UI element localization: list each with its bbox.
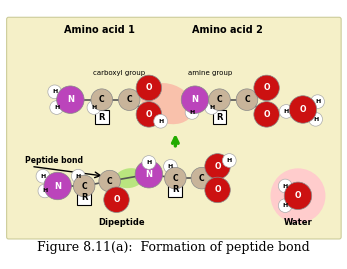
Text: C: C bbox=[126, 95, 132, 104]
Circle shape bbox=[236, 89, 258, 111]
Text: H: H bbox=[146, 160, 152, 165]
Circle shape bbox=[73, 175, 95, 197]
Circle shape bbox=[50, 101, 64, 114]
Text: H: H bbox=[313, 117, 318, 122]
Text: C: C bbox=[81, 182, 87, 190]
Text: O: O bbox=[214, 185, 221, 194]
Text: O: O bbox=[263, 83, 270, 93]
Text: amine group: amine group bbox=[188, 70, 232, 76]
Text: H: H bbox=[42, 188, 48, 193]
Text: N: N bbox=[54, 182, 61, 190]
Text: H: H bbox=[91, 105, 96, 110]
Text: H: H bbox=[227, 158, 232, 163]
Circle shape bbox=[163, 160, 177, 173]
Text: N: N bbox=[192, 95, 198, 104]
FancyBboxPatch shape bbox=[169, 183, 182, 197]
Text: H: H bbox=[283, 109, 289, 114]
Text: Figure 8.11(a):  Formation of peptide bond: Figure 8.11(a): Formation of peptide bon… bbox=[37, 241, 310, 254]
Circle shape bbox=[271, 168, 325, 223]
Text: Water: Water bbox=[283, 218, 312, 227]
Circle shape bbox=[36, 169, 50, 183]
Text: H: H bbox=[209, 105, 214, 110]
Text: H: H bbox=[158, 119, 163, 124]
Circle shape bbox=[71, 169, 85, 183]
Text: Amino acid 1: Amino acid 1 bbox=[65, 25, 135, 35]
Text: H: H bbox=[189, 110, 195, 115]
Text: H: H bbox=[315, 99, 320, 104]
Ellipse shape bbox=[141, 83, 194, 124]
Circle shape bbox=[57, 86, 84, 114]
Text: N: N bbox=[145, 170, 152, 179]
Text: Peptide bond: Peptide bond bbox=[25, 157, 83, 165]
Circle shape bbox=[44, 172, 71, 200]
Text: C: C bbox=[172, 174, 178, 183]
Circle shape bbox=[278, 199, 292, 213]
Text: Dipeptide: Dipeptide bbox=[98, 218, 145, 227]
Text: carboxyl group: carboxyl group bbox=[93, 70, 145, 76]
Text: Amino acid 2: Amino acid 2 bbox=[192, 25, 263, 35]
FancyBboxPatch shape bbox=[77, 191, 91, 205]
Circle shape bbox=[254, 102, 279, 127]
Text: R: R bbox=[216, 113, 223, 122]
Circle shape bbox=[91, 89, 112, 111]
Circle shape bbox=[104, 187, 129, 213]
FancyBboxPatch shape bbox=[7, 17, 341, 239]
Text: C: C bbox=[99, 95, 104, 104]
Circle shape bbox=[87, 101, 101, 114]
Text: R: R bbox=[99, 113, 105, 122]
Circle shape bbox=[309, 112, 322, 126]
Text: H: H bbox=[76, 174, 81, 179]
Circle shape bbox=[135, 161, 163, 188]
Circle shape bbox=[154, 114, 168, 128]
Circle shape bbox=[205, 154, 230, 179]
Circle shape bbox=[38, 184, 52, 198]
Circle shape bbox=[142, 155, 156, 169]
Circle shape bbox=[99, 170, 120, 192]
Text: O: O bbox=[214, 162, 221, 171]
Text: O: O bbox=[113, 195, 120, 204]
Circle shape bbox=[311, 95, 324, 108]
Text: C: C bbox=[217, 95, 222, 104]
Circle shape bbox=[191, 167, 213, 189]
Text: H: H bbox=[282, 183, 288, 189]
Circle shape bbox=[222, 154, 236, 167]
Circle shape bbox=[185, 105, 199, 119]
Circle shape bbox=[136, 102, 162, 127]
Text: H: H bbox=[40, 174, 45, 179]
Text: O: O bbox=[263, 110, 270, 119]
Circle shape bbox=[284, 182, 312, 210]
Circle shape bbox=[181, 86, 209, 114]
Text: O: O bbox=[295, 191, 301, 200]
Circle shape bbox=[48, 85, 61, 99]
Text: H: H bbox=[54, 105, 59, 110]
Circle shape bbox=[279, 105, 293, 118]
Circle shape bbox=[209, 89, 230, 111]
Text: C: C bbox=[244, 95, 250, 104]
Circle shape bbox=[136, 75, 162, 101]
Text: O: O bbox=[146, 83, 152, 93]
Circle shape bbox=[254, 75, 279, 101]
Circle shape bbox=[278, 179, 292, 193]
Text: C: C bbox=[107, 176, 112, 186]
Ellipse shape bbox=[115, 168, 144, 188]
FancyBboxPatch shape bbox=[95, 111, 109, 124]
Circle shape bbox=[118, 89, 140, 111]
Circle shape bbox=[289, 96, 316, 123]
Text: H: H bbox=[52, 89, 57, 94]
Text: O: O bbox=[299, 105, 306, 114]
FancyBboxPatch shape bbox=[213, 111, 226, 124]
Circle shape bbox=[205, 177, 230, 203]
Circle shape bbox=[205, 101, 219, 114]
Text: H: H bbox=[168, 164, 173, 169]
Text: R: R bbox=[81, 193, 87, 202]
Circle shape bbox=[164, 167, 186, 189]
Text: O: O bbox=[146, 110, 152, 119]
Text: C: C bbox=[199, 174, 205, 183]
Text: H: H bbox=[282, 203, 288, 208]
Text: N: N bbox=[67, 95, 74, 104]
Text: R: R bbox=[172, 185, 179, 194]
